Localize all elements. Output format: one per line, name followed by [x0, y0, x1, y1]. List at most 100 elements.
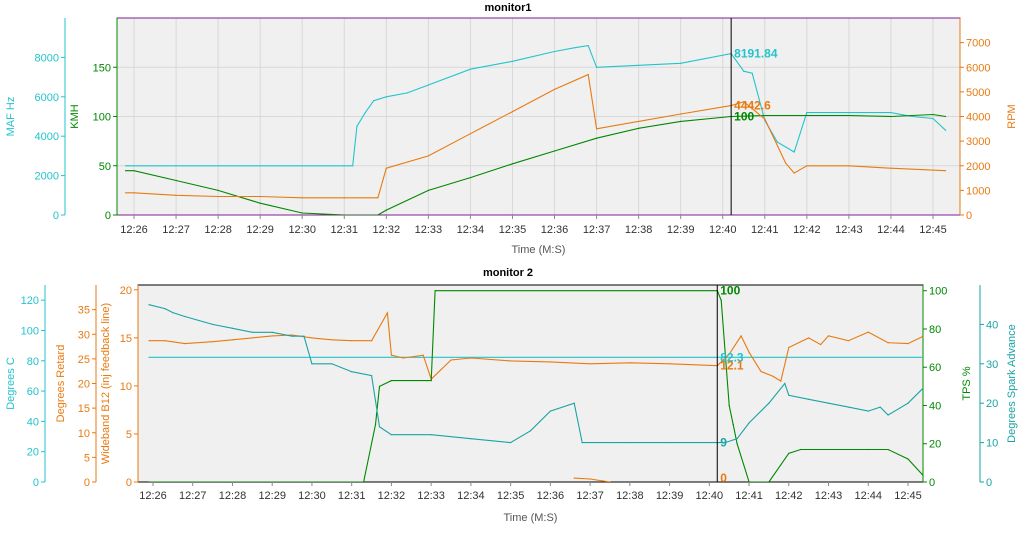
rpm-series-line [125, 73, 946, 199]
x-tick-label: 12:31 [338, 490, 366, 502]
degrees-spark-advance-tick-label: 40 [986, 319, 998, 331]
wideband-b12-inj-feedback-line-tick-label: 15 [120, 333, 132, 345]
wideband-b12-inj-feedback-line-data-point [386, 312, 388, 314]
x-tick-label: 12:37 [583, 224, 611, 236]
wideband-b12-inj-feedback-line-data-point [402, 357, 404, 359]
wideband-b12-inj-feedback-line-data-point [907, 343, 909, 345]
x-tick-label: 12:28 [219, 490, 247, 502]
rpm-data-point [301, 197, 303, 199]
maf-hz-data-point [406, 92, 408, 94]
degrees-retard-data-point [573, 477, 575, 479]
degrees-spark-advance-data-point [212, 323, 214, 325]
kmh-data-point [217, 189, 219, 191]
rpm-data-point [377, 197, 379, 199]
degrees-spark-advance-data-point [529, 430, 532, 432]
degrees-retard-tick-label: 0 [84, 477, 90, 489]
degrees-spark-advance-data-point [510, 442, 512, 444]
wideband-b12-inj-feedback-line-data-point [251, 337, 253, 339]
degrees-spark-advance-tick-label: 10 [986, 438, 998, 450]
x-tick-label: 12:40 [709, 224, 737, 236]
x-tick-label: 12:42 [793, 224, 821, 236]
tps-data-point [732, 424, 734, 426]
kmh-data-point [259, 202, 261, 204]
chart-title: monitor 2 [483, 267, 533, 279]
x-tick-label: 12:30 [298, 490, 326, 502]
rpm-tick-label: 7000 [966, 38, 990, 50]
degrees-retard-tick-label: 35 [78, 305, 90, 317]
maf-hz-data-point [427, 84, 429, 86]
tps-data-point [720, 299, 722, 301]
x-tick-label: 12:37 [576, 490, 604, 502]
maf-hz-data-point [385, 96, 387, 98]
tps-data-point [728, 404, 730, 407]
rpm-data-point [945, 170, 947, 172]
maf-hz-data-point [364, 112, 366, 114]
maf-hz-data-point [511, 60, 514, 62]
wideband-b12-inj-feedback-line-data-point [847, 340, 850, 342]
plot-area [138, 285, 923, 482]
degrees-retard-tick-label: 5 [84, 452, 90, 464]
kmh-data-point [301, 212, 303, 214]
tps-data-point [378, 385, 381, 387]
x-tick-label: 12:34 [457, 490, 485, 502]
maf-hz-data-point [352, 165, 354, 167]
degrees-spark-advance-data-point [231, 327, 234, 329]
degrees-retard-tick-label: 15 [78, 403, 90, 415]
degrees-spark-advance-data-point [371, 375, 373, 377]
tps-data-point [426, 380, 428, 382]
tps-data-point [736, 443, 738, 445]
wideband-b12-inj-feedback-line-data-point [291, 334, 293, 336]
maf-hz-tick-label: 6000 [35, 92, 59, 104]
tps-data-point [907, 458, 909, 460]
degrees-spark-advance-data-point [847, 406, 850, 408]
rpm-data-point [343, 197, 345, 199]
wideband-b12-inj-feedback-line-series-line [149, 311, 923, 382]
kmh-axis-label: KMH [69, 104, 81, 129]
degrees-spark-advance-data-point [549, 410, 552, 412]
degrees-spark-advance-data-point [879, 406, 881, 408]
kmh-data-point [890, 115, 892, 118]
degrees-c-tick-label: 40 [27, 416, 39, 428]
rpm-axis-label: RPM [1006, 104, 1018, 128]
tps-data-point [434, 290, 436, 292]
degrees-spark-advance-data-point [378, 426, 381, 428]
rpm-data-point [596, 128, 598, 130]
kmh-data-point [932, 113, 934, 116]
degrees-spark-advance-data-point [887, 414, 889, 416]
degrees-spark-advance-data-point [827, 402, 830, 404]
kmh-tick-label: 100 [93, 112, 111, 124]
kmh-data-point [343, 214, 345, 215]
rpm-tick-label: 0 [966, 210, 972, 222]
tps-tick-label: 20 [929, 439, 941, 451]
wideband-b12-inj-feedback-line-data-point [788, 346, 790, 349]
degrees-spark-advance-data-point [172, 312, 174, 314]
degrees-spark-advance-data-point [351, 371, 353, 373]
wideband-b12-inj-feedback-line-data-point [808, 337, 810, 339]
rpm-data-point [793, 172, 795, 174]
degrees-c-axis-label: Degrees C [5, 357, 17, 410]
x-tick-label: 12:29 [246, 224, 274, 236]
degrees-spark-advance-data-point [251, 331, 253, 333]
degrees-c-tick-label: 120 [21, 295, 39, 307]
maf-hz-data-point [890, 112, 892, 114]
wideband-b12-inj-feedback-line-tick-label: 5 [126, 429, 132, 441]
rpm-data-point [638, 120, 640, 122]
kmh-data-point [553, 150, 556, 152]
maf-hz-data-point [751, 72, 753, 74]
rpm-data-point [511, 111, 514, 113]
tps-tick-label: 60 [929, 362, 941, 374]
wideband-b12-inj-feedback-line-tick-label: 20 [120, 285, 132, 297]
wideband-b12-inj-feedback-line-data-point [748, 351, 750, 353]
kmh-data-point [764, 114, 766, 117]
degrees-spark-advance-data-point [331, 363, 333, 365]
kmh-data-point [469, 177, 471, 179]
wideband-b12-inj-feedback-line-data-point [740, 335, 742, 337]
x-tick-label: 12:45 [894, 490, 922, 502]
x-tick-label: 12:26 [139, 490, 167, 502]
maf-hz-data-point [638, 64, 640, 66]
degrees-retard-tick-label: 20 [78, 379, 90, 391]
wideband-b12-inj-feedback-line-data-point [164, 340, 166, 342]
tps-data-point [748, 481, 750, 482]
